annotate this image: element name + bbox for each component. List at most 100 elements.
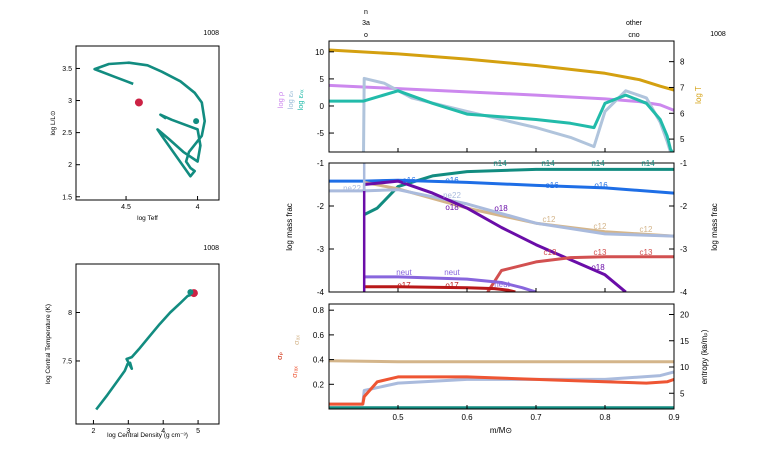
bot-right-tick-label: 5 [680,389,685,398]
bot-left-axis-label: σₐₓ [292,335,301,345]
mixing-series-line [329,359,674,364]
top-left-axis-label: log εₙₓ [296,89,305,110]
species-label-c13: c13 [544,248,557,257]
bot-x-axis-label: m/M⊙ [490,426,512,435]
top-left-axis-label: log ρ [276,92,285,108]
top-left-tick-label: 10 [315,48,324,57]
hr-x-label: log Teff [137,215,158,222]
central-diagram: 1008 2 3 4 5 8 7.5 log Central Density (g cm⁻³)… [45,245,220,439]
species-label-neut: neut [444,268,460,277]
hr-x-tick-label: 4.5 [121,204,131,211]
mid-right-axis-label: log mass frac [710,203,719,251]
center-x-tick-label: 3 [126,428,130,435]
hr-diagram: 1008 4.5 4 3.5 3 2.5 2 1.5 log Teff log L/L⊙ [50,30,220,222]
species-label-ne22: ne22 [443,191,461,200]
top-burn-marker-label: o [364,32,368,39]
hr-track-line [93,61,206,178]
center-y-tick-label: 7.5 [62,358,72,365]
bot-left-tick-label: 0.8 [313,306,325,315]
hr-y-label: log L/L⊙ [50,110,57,136]
top-burn-marker-label: 3a [362,20,370,27]
center-model-number: 1008 [203,245,219,252]
center-frame [75,263,220,425]
bot-frame [328,303,675,410]
species-label-o16: o16 [402,176,416,185]
species-label-n14: n14 [541,159,555,168]
top-left-tick-label: 0 [320,102,325,111]
hr-y-tick-label: 2 [68,162,72,169]
top-series-line [329,83,674,112]
top-right-axis-label: log T [694,86,703,104]
profile-mixing-panel: 0.8 0.6 0.4 0.2 20 15 10 5 0.5 0.6 0.7 0.8 0.9 m/M⊙ σₐ… [275,303,709,435]
top-left-tick-label: 5 [320,75,325,84]
bot-right-axis-label: entropy (kʙ/mₚ) [700,329,709,384]
mid-left-tick-label: -2 [317,202,325,211]
mixing-series-line [329,375,674,406]
species-label-c12: c12 [594,222,607,231]
top-model-number: 1008 [710,31,726,38]
species-label-c13: c13 [594,248,607,257]
hr-frame [75,45,220,201]
center-y-label: log Central Temperature (K) [45,304,52,384]
mid-right-tick-label: -1 [680,159,688,168]
species-label-o18: o18 [445,203,459,212]
species-label-c12: c12 [640,225,653,234]
top-series-line [329,48,674,92]
hr-y-tick-label: 1.5 [62,194,72,201]
species-label-n14: n14 [641,159,655,168]
bot-left-axis-label: σₚ [275,352,284,360]
top-burn-marker-label: other [626,20,643,27]
bot-left-tick-label: 0.2 [313,380,325,389]
mid-right-tick-label: -4 [680,288,688,297]
center-x-label: log Central Density (g cm⁻³) [107,432,188,439]
mid-left-tick-label: -4 [317,288,325,297]
profile-abundance-panel: -1 -1 -2 -2 -3 -3 -4 -4 log mass frac log mass fr… [285,159,719,297]
hr-marker [193,118,200,125]
bot-left-tick-label: 0.6 [313,331,325,340]
species-label-o17: o17 [397,281,411,290]
abundance-line [364,275,537,292]
abundance-line [486,255,674,292]
hr-marker [134,98,143,107]
center-y-tick-label: 8 [68,310,72,317]
species-label-n14: n14 [591,159,605,168]
abundance-line [364,179,627,292]
top-burn-marker-label: cno [628,32,639,39]
bot-right-tick-label: 10 [680,363,689,372]
bot-x-tick-label: 0.6 [461,413,473,422]
species-label-neut: neut [494,280,510,289]
hr-y-tick-label: 2.5 [62,130,72,137]
center-x-tick-label: 2 [91,428,95,435]
mid-right-tick-label: -3 [680,245,688,254]
species-label-o16: o16 [594,181,608,190]
center-x-tick-label: 4 [161,428,165,435]
hr-y-tick-label: 3 [68,98,72,105]
mid-left-tick-label: -1 [317,159,325,168]
top-right-tick-label: 7 [680,83,685,92]
species-label-o16: o16 [445,176,459,185]
center-marker [187,289,194,296]
mid-frame [328,162,675,293]
bot-left-axis-label: σᵣₐₓ [290,366,299,378]
abundance-line [363,180,674,238]
bot-left-tick-label: 0.4 [313,356,325,365]
species-label-o17: o17 [445,281,459,290]
hr-y-tick-label: 3.5 [62,66,72,73]
species-label-o18: o18 [494,204,508,213]
species-label-n14: n14 [493,159,507,168]
bot-x-tick-label: 0.5 [392,413,404,422]
center-x-tick-label: 5 [196,428,200,435]
top-burn-marker-label: n [364,9,368,16]
profile-top-panel: 10 5 0 -5 8 7 6 5 log ρ log εₙ log εₙₓ log T 1008 n 3a… [276,9,726,153]
species-label-neut: neut [396,268,412,277]
species-label-c12: c12 [543,215,556,224]
top-left-axis-label: log εₙ [286,91,295,109]
hr-model-number: 1008 [203,30,219,37]
mid-left-axis-label: log mass frac [285,203,294,251]
center-track-line [95,290,196,411]
abundance-line [363,167,674,216]
mid-right-tick-label: -2 [680,202,688,211]
top-series-line [329,89,674,152]
species-label-o16: o16 [545,181,559,190]
